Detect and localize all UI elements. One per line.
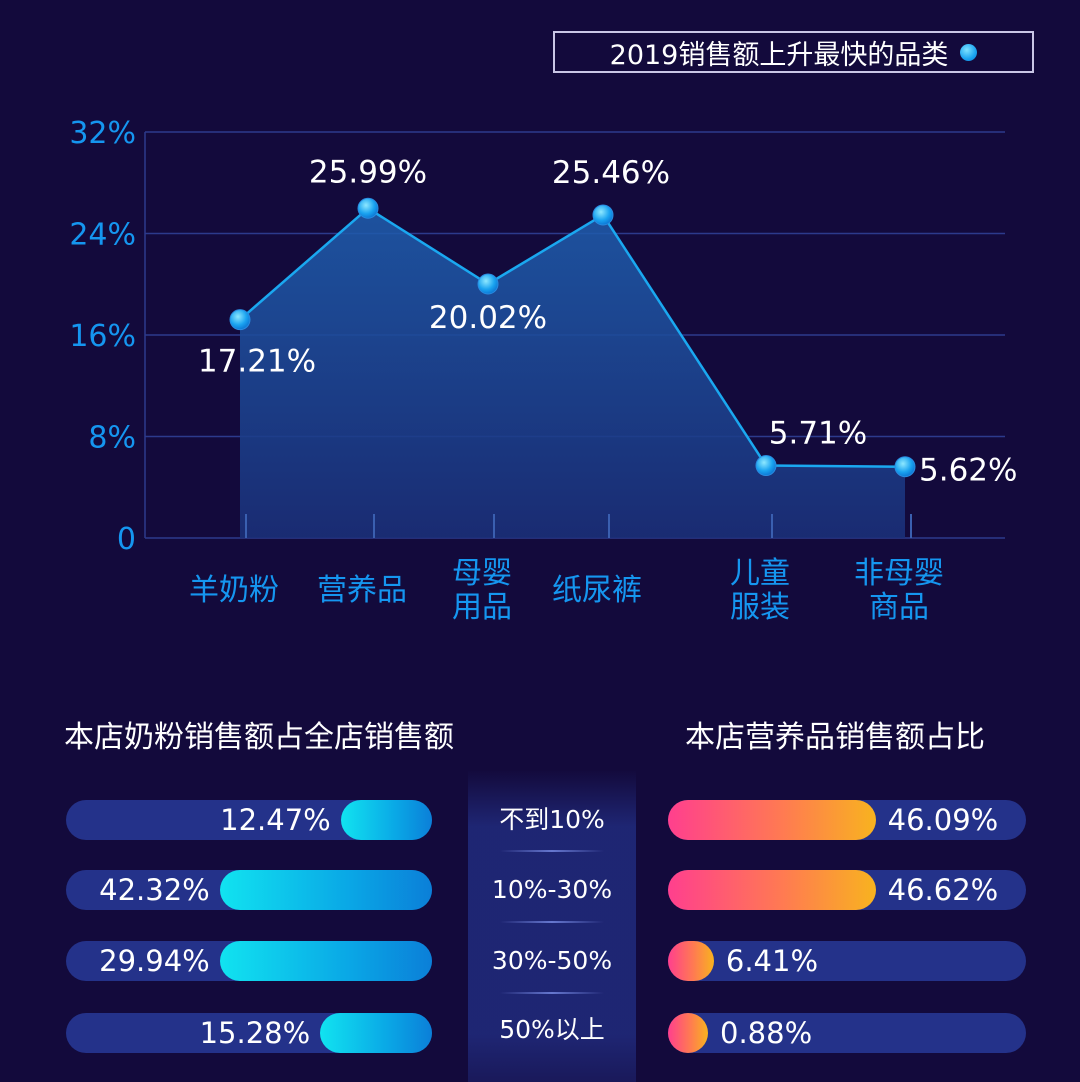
range-label: 50%以上 xyxy=(499,1015,605,1044)
bar-track: 42.32% xyxy=(66,870,432,910)
data-label: 17.21% xyxy=(198,344,316,380)
data-label: 5.62% xyxy=(919,453,1017,489)
bar-track: 46.62% xyxy=(668,870,1026,910)
range-divider xyxy=(500,921,604,923)
bar-fill xyxy=(668,941,714,981)
bar-track: 29.94% xyxy=(66,941,432,981)
data-point xyxy=(477,273,499,295)
x-tick-label: 纸尿裤 xyxy=(552,573,642,608)
series-line xyxy=(239,206,906,468)
data-point xyxy=(357,197,379,219)
data-point xyxy=(755,455,777,477)
bar-fill xyxy=(668,870,876,910)
data-label: 5.71% xyxy=(769,416,867,452)
area-fill xyxy=(240,208,905,538)
nutrition-title: 本店营养品销售额占比 xyxy=(685,720,985,755)
milk-powder-title: 本店奶粉销售额占全店销售额 xyxy=(64,720,454,755)
bar-value-label: 46.09% xyxy=(887,803,999,837)
range-label: 10%-30% xyxy=(491,875,613,904)
data-points xyxy=(229,197,916,478)
bar-fill xyxy=(219,941,432,981)
bar-value-label: 0.88% xyxy=(720,1016,813,1050)
y-axis: 0 8% 16% 24% 32% xyxy=(69,116,146,557)
range-label: 不到10% xyxy=(499,805,605,834)
bar-value-label: 15.28% xyxy=(199,1016,311,1050)
bar-track: 15.28% xyxy=(66,1013,432,1053)
bar-fill xyxy=(668,1013,708,1053)
bar-track: 12.47% xyxy=(66,800,432,840)
range-divider xyxy=(500,992,604,994)
x-tick-label: 非母婴 xyxy=(854,556,944,591)
area-series xyxy=(239,206,906,538)
bar-value-label: 46.62% xyxy=(887,873,999,907)
bar-value-label: 29.94% xyxy=(99,944,210,978)
y-tick-label: 32% xyxy=(69,116,136,151)
data-point xyxy=(592,204,614,226)
x-tick-label: 母婴 xyxy=(452,556,512,591)
x-tick-label: 商品 xyxy=(869,590,929,625)
chart-title: 2019销售额上升最快的品类 xyxy=(609,39,949,71)
bar-track: 0.88% xyxy=(668,1013,1026,1053)
y-tick-label: 0 xyxy=(117,522,136,557)
range-label: 30%-50% xyxy=(491,946,613,975)
data-label: 20.02% xyxy=(429,300,547,336)
x-tick-label: 儿童 xyxy=(730,556,790,591)
bar-fill xyxy=(668,800,876,840)
x-tick-label: 用品 xyxy=(452,590,512,625)
bar-value-label: 6.41% xyxy=(725,944,819,978)
data-point xyxy=(894,456,916,478)
x-tick-label: 服装 xyxy=(730,590,790,625)
bar-fill xyxy=(320,1013,432,1053)
y-tick-label: 8% xyxy=(88,421,136,456)
data-label: 25.99% xyxy=(309,154,427,190)
legend-dot-icon xyxy=(960,43,978,61)
bar-fill xyxy=(340,800,432,840)
x-tick-label: 营养品 xyxy=(317,573,407,608)
bar-fill xyxy=(219,870,432,910)
y-tick-label: 16% xyxy=(69,319,136,354)
chart-legend: 2019销售额上升最快的品类 xyxy=(553,31,1034,73)
bar-value-label: 42.32% xyxy=(99,873,210,907)
x-tick-label: 羊奶粉 xyxy=(189,573,279,608)
data-labels: 17.21% 25.99% 20.02% 25.46% 5.71% 5.62% xyxy=(198,154,1018,488)
bar-track: 46.09% xyxy=(668,800,1026,840)
bar-value-label: 12.47% xyxy=(220,803,331,837)
range-panel xyxy=(468,770,636,1082)
range-divider xyxy=(500,850,604,852)
bar-track: 6.41% xyxy=(668,941,1026,981)
data-point xyxy=(229,309,251,331)
y-tick-label: 24% xyxy=(69,218,136,253)
data-label: 25.46% xyxy=(552,155,670,191)
